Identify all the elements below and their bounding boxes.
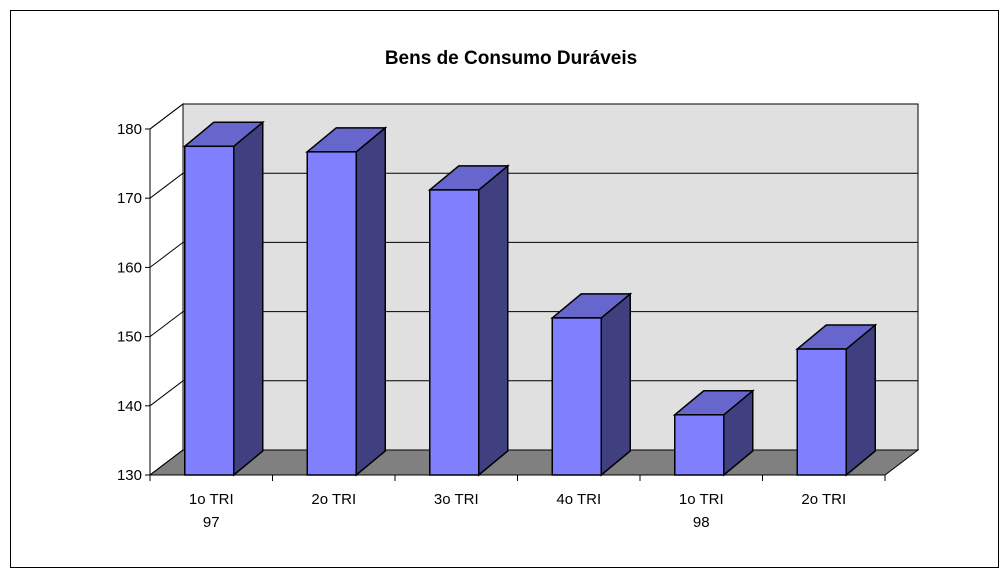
y-tick-label: 140	[117, 398, 142, 415]
x-tick-label: 4o TRI	[556, 491, 601, 508]
grid-line	[149, 449, 184, 476]
x-tick-label: 2o TRI	[801, 491, 846, 508]
x-tick-label: 3o TRI	[434, 491, 479, 508]
bar-side	[478, 164, 509, 477]
bar-side	[845, 323, 876, 477]
bar-side	[600, 292, 631, 477]
grid-line	[149, 380, 184, 407]
grid-line	[149, 103, 184, 130]
x-tick-label: 2o TRI	[311, 491, 356, 508]
x-tick-label: 1o TRI 97	[189, 491, 234, 531]
bar	[184, 145, 235, 476]
grid-line	[149, 172, 184, 199]
bar	[796, 348, 847, 476]
bar	[429, 189, 480, 476]
y-tick-label: 150	[117, 329, 142, 346]
bar	[551, 317, 602, 476]
y-tick-label: 130	[117, 467, 142, 484]
bar-side	[355, 126, 386, 477]
side-wall	[149, 102, 184, 477]
y-tick-label: 180	[117, 121, 142, 138]
chart-title: Bens de Consumo Duráveis	[385, 48, 637, 69]
grid-line	[149, 311, 184, 337]
y-tick-label: 170	[117, 190, 142, 207]
bar-side	[233, 120, 264, 477]
y-tick-label: 160	[117, 259, 142, 276]
bar	[674, 414, 725, 476]
grid-line	[149, 242, 184, 268]
x-tick-label: 1o TRI 98	[679, 491, 724, 531]
bar	[306, 151, 357, 476]
